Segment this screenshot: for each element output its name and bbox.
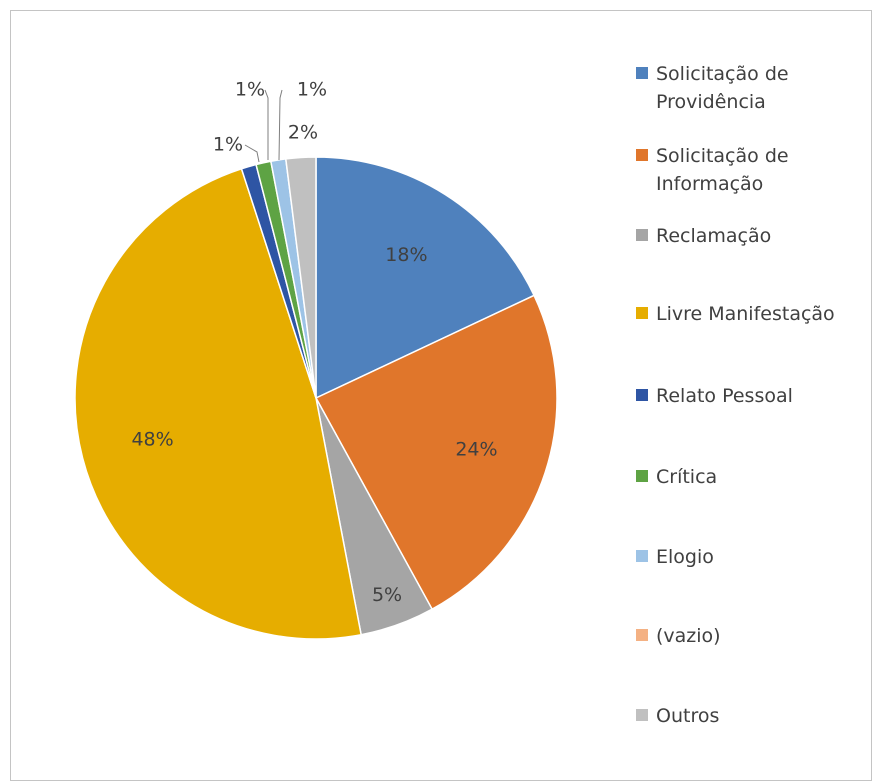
- legend-item-5: Crítica: [636, 463, 876, 491]
- legend-item-6: Elogio: [636, 543, 876, 571]
- legend-swatch: [636, 149, 648, 161]
- data-label-3: 48%: [131, 428, 173, 450]
- legend-swatch: [636, 67, 648, 79]
- legend-item-0: Solicitação de Providência: [636, 60, 876, 116]
- pie-slice-3: [74, 167, 363, 640]
- data-label-8: 2%: [288, 122, 318, 144]
- data-label-4: 1%: [213, 134, 243, 156]
- legend-label: Elogio: [656, 546, 714, 568]
- leader-line-6: [278, 89, 283, 161]
- legend-item-8: Outros: [636, 702, 876, 730]
- leader-line-5: [264, 89, 269, 160]
- legend-label: Livre Manifestação: [656, 303, 835, 325]
- legend-swatch: [636, 229, 648, 241]
- legend-item-3: Livre Manifestação: [636, 300, 876, 328]
- legend-label: Solicitação de Providência: [656, 63, 789, 113]
- legend-label: Solicitação de Informação: [656, 145, 789, 195]
- data-label-2: 5%: [372, 584, 402, 606]
- legend-label: Crítica: [656, 466, 718, 488]
- legend-item-4: Relato Pessoal: [636, 382, 876, 410]
- pie-slice-0: [315, 156, 536, 400]
- legend-item-7: (vazio): [636, 622, 876, 650]
- data-label-1: 24%: [455, 439, 497, 461]
- legend-swatch: [636, 709, 648, 721]
- legend-swatch: [636, 550, 648, 562]
- leader-line-4: [244, 144, 260, 163]
- legend-swatch: [636, 389, 648, 401]
- legend-item-1: Solicitação de Informação: [636, 142, 876, 198]
- legend-label: Outros: [656, 705, 720, 727]
- data-label-6: 1%: [297, 79, 327, 101]
- data-label-5: 1%: [235, 79, 265, 101]
- pie-slice-8: [284, 156, 317, 399]
- legend-label: (vazio): [656, 625, 721, 647]
- legend-swatch: [636, 470, 648, 482]
- legend-label: Reclamação: [656, 225, 772, 247]
- legend-label: Relato Pessoal: [656, 385, 793, 407]
- legend-swatch: [636, 307, 648, 319]
- legend-swatch: [636, 629, 648, 641]
- pie-slice-1: [314, 294, 558, 611]
- legend-item-2: Reclamação: [636, 222, 876, 250]
- data-label-0: 18%: [385, 244, 427, 266]
